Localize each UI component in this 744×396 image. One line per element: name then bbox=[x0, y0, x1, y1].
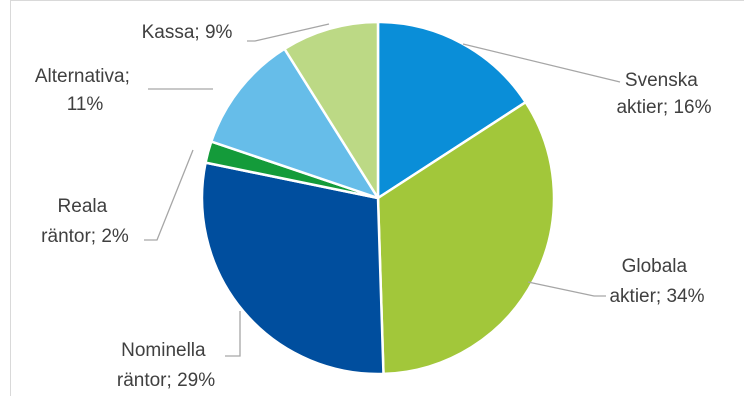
pie-slices bbox=[200, 20, 556, 376]
label-globala: Globala aktier; 34% bbox=[609, 256, 704, 307]
label-alternativa: Alternativa; 11% bbox=[35, 66, 135, 115]
label-nominella: Nominella räntor; 29% bbox=[117, 340, 215, 391]
chart-frame bbox=[10, 0, 744, 396]
slice-alternativa bbox=[210, 47, 380, 200]
slice-nominella bbox=[200, 161, 385, 376]
leader-line-nominella bbox=[225, 311, 241, 357]
leader-line-globala bbox=[527, 281, 606, 297]
leader-line-svenska bbox=[462, 43, 621, 83]
leader-lines bbox=[144, 23, 621, 357]
leader-line-reala bbox=[144, 149, 194, 241]
slice-globala bbox=[376, 100, 556, 376]
label-kassa: Kassa; 9% bbox=[142, 22, 233, 43]
label-svenska: Svenska aktier; 16% bbox=[616, 70, 711, 118]
slice-kassa bbox=[283, 20, 380, 200]
slice-svenska bbox=[376, 20, 527, 200]
leader-line-kassa bbox=[247, 23, 330, 42]
label-reala: Reala räntor; 2% bbox=[41, 196, 129, 247]
